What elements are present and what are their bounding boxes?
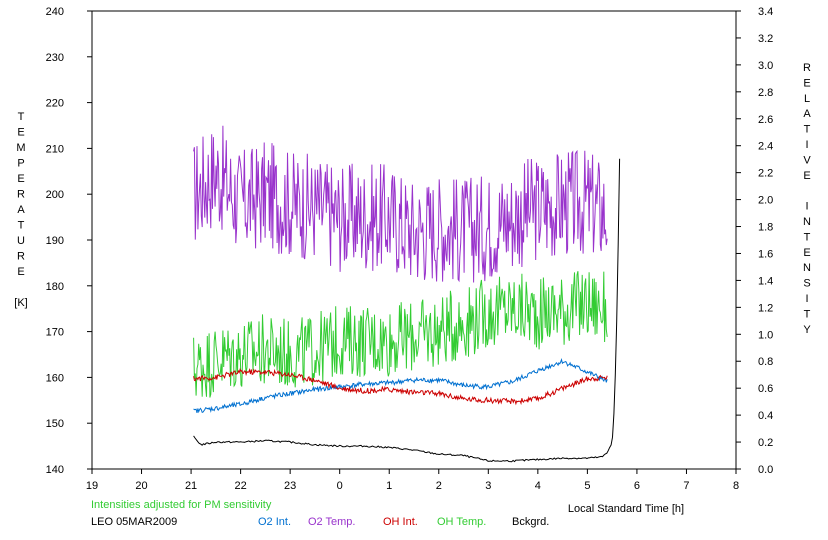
y-right-tick-label: 2.2 — [758, 168, 773, 180]
y-right-axis-label-char: T — [804, 124, 811, 136]
y-right-tick-label: 3.2 — [758, 33, 773, 45]
y-left-axis-label-char: A — [17, 204, 25, 216]
y-left-tick-label: 170 — [46, 327, 64, 339]
x-tick-label: 22 — [234, 480, 246, 492]
y-right-tick-label: 0.6 — [758, 383, 773, 395]
y-left-tick-label: 230 — [46, 52, 64, 64]
y-left-axis-label-char: T — [18, 111, 25, 123]
y-left-axis-label-char: U — [17, 235, 25, 247]
y-right-axis-label-char: T — [804, 308, 811, 320]
x-tick-label: 8 — [733, 480, 739, 492]
x-tick-label: 23 — [284, 480, 296, 492]
y-right-axis-label-char: T — [804, 231, 811, 243]
y-right-axis-label-char: E — [803, 77, 810, 89]
series-line-o2-int- — [193, 358, 608, 414]
y-right-tick-label: 0.8 — [758, 356, 773, 368]
y-right-axis-label-char: I — [805, 139, 808, 151]
y-right-axis-label-char: Y — [803, 324, 811, 336]
x-tick-label: 5 — [584, 480, 590, 492]
x-tick-label: 21 — [185, 480, 197, 492]
series-line-bckgrd- — [193, 158, 621, 463]
station-label: LEO 05MAR2009 — [91, 516, 177, 528]
y-left-tick-label: 160 — [46, 372, 64, 384]
y-right-tick-label: 0.0 — [758, 464, 773, 476]
y-right-axis-label-char: N — [803, 262, 811, 274]
y-right-tick-label: 2.6 — [758, 114, 773, 126]
y-left-tick-label: 240 — [46, 6, 64, 18]
y-left-axis-label-char: T — [18, 220, 25, 232]
x-tick-label: 4 — [535, 480, 541, 492]
legend-bckgrd-: Bckgrd. — [512, 516, 549, 528]
y-right-tick-label: 3.0 — [758, 60, 773, 72]
y-right-axis-label-char: E — [803, 247, 810, 259]
x-tick-label: 7 — [683, 480, 689, 492]
y-left-tick-label: 210 — [46, 143, 64, 155]
y-left-tick-label: 200 — [46, 189, 64, 201]
y-right-tick-label: 1.0 — [758, 329, 773, 341]
legend-o2-temp-: O2 Temp. — [308, 516, 356, 528]
y-left-axis-label-char: P — [17, 158, 24, 170]
y-right-axis-label-char: A — [803, 108, 811, 120]
series-line-o2-temp- — [193, 125, 608, 283]
y-left-axis-label-char: R — [17, 251, 25, 263]
y-left-tick-label: 140 — [46, 464, 64, 476]
x-tick-label: 2 — [436, 480, 442, 492]
y-right-axis-label-char: N — [803, 216, 811, 228]
y-left-axis-label-char: M — [16, 142, 25, 154]
y-right-tick-label: 1.4 — [758, 275, 773, 287]
y-left-tick-label: 190 — [46, 235, 64, 247]
y-right-tick-label: 2.4 — [758, 141, 773, 153]
y-right-axis-label-char: I — [805, 293, 808, 305]
legend-o2-int-: O2 Int. — [258, 516, 291, 528]
legend-oh-temp-: OH Temp. — [437, 516, 486, 528]
series-line-oh-int- — [193, 367, 608, 406]
y-left-tick-label: 220 — [46, 98, 64, 110]
x-tick-label: 6 — [634, 480, 640, 492]
y-right-axis-label-char: E — [803, 170, 810, 182]
series-line-oh-temp- — [193, 271, 608, 398]
y-left-axis-label-char: [K] — [14, 297, 27, 309]
y-left-tick-label: 150 — [46, 418, 64, 430]
x-tick-label: 20 — [135, 480, 147, 492]
legend-oh-int-: OH Int. — [383, 516, 418, 528]
y-left-tick-label: 180 — [46, 281, 64, 293]
y-left-axis-label-char: E — [17, 173, 24, 185]
y-right-axis-label-char: R — [803, 62, 811, 74]
x-axis-label: Local Standard Time [h] — [568, 503, 684, 515]
y-right-axis-label-char: S — [803, 278, 810, 290]
y-right-axis-label-char: V — [803, 154, 811, 166]
y-right-tick-label: 1.2 — [758, 302, 773, 314]
x-tick-label: 0 — [337, 480, 343, 492]
y-right-tick-label: 0.2 — [758, 437, 773, 449]
y-right-tick-label: 0.4 — [758, 410, 773, 422]
x-tick-label: 1 — [386, 480, 392, 492]
y-right-tick-label: 2.0 — [758, 195, 773, 207]
y-left-axis-label-char: E — [17, 266, 24, 278]
y-right-tick-label: 1.6 — [758, 248, 773, 260]
x-tick-label: 3 — [485, 480, 491, 492]
y-right-tick-label: 3.4 — [758, 6, 773, 18]
y-right-tick-label: 1.8 — [758, 222, 773, 234]
sensitivity-note: Intensities adjusted for PM sensitivity — [91, 499, 272, 511]
y-right-axis-label-char: I — [805, 201, 808, 213]
x-tick-label: 19 — [86, 480, 98, 492]
y-left-axis-label-char: R — [17, 189, 25, 201]
y-left-axis-label-char: E — [17, 127, 24, 139]
y-right-tick-label: 2.8 — [758, 87, 773, 99]
y-right-axis-label-char: L — [804, 93, 810, 105]
